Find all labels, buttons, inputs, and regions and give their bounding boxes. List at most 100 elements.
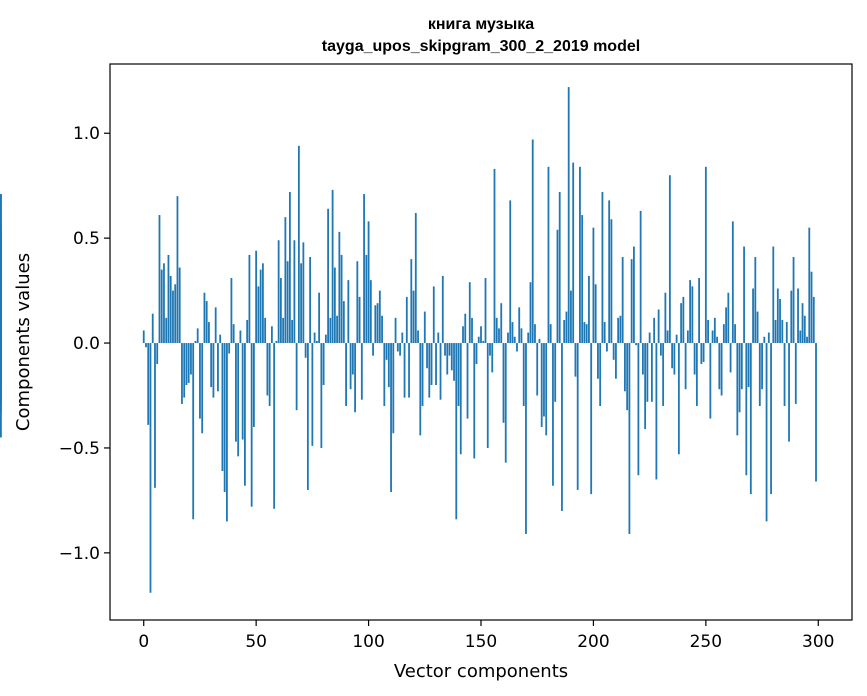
bar bbox=[716, 336, 718, 344]
bar bbox=[657, 309, 660, 344]
bar bbox=[606, 343, 608, 352]
bar bbox=[262, 263, 264, 344]
bar bbox=[711, 330, 714, 344]
bar bbox=[466, 343, 469, 419]
y-tick-label: −0.5 bbox=[59, 439, 100, 459]
bar bbox=[788, 343, 790, 442]
bar bbox=[149, 343, 152, 593]
bar bbox=[765, 343, 768, 522]
bar bbox=[507, 332, 509, 344]
bar bbox=[662, 343, 665, 406]
bar bbox=[259, 269, 262, 344]
bar bbox=[167, 254, 170, 344]
bar bbox=[482, 340, 485, 344]
bar bbox=[302, 242, 305, 344]
bar bbox=[217, 343, 219, 392]
bar bbox=[594, 284, 597, 344]
bar bbox=[453, 343, 455, 381]
bar bbox=[516, 343, 518, 352]
bar bbox=[459, 343, 462, 455]
bar bbox=[473, 343, 476, 459]
bar bbox=[363, 194, 365, 344]
bar bbox=[758, 343, 761, 406]
bar bbox=[201, 343, 204, 434]
bar bbox=[471, 317, 473, 344]
bar bbox=[435, 343, 437, 386]
bar bbox=[617, 317, 620, 344]
bar bbox=[603, 322, 606, 344]
bar bbox=[223, 343, 226, 493]
bar bbox=[288, 191, 291, 344]
bar bbox=[244, 343, 246, 486]
bar bbox=[673, 343, 676, 375]
bar bbox=[695, 343, 698, 406]
bar bbox=[707, 319, 709, 344]
bar bbox=[659, 343, 662, 356]
bar bbox=[192, 343, 195, 520]
bar bbox=[210, 343, 213, 388]
bar bbox=[601, 191, 604, 344]
bar bbox=[270, 326, 273, 344]
bar bbox=[624, 343, 626, 392]
bar bbox=[637, 343, 640, 476]
x-axis-ticks: 0 50 100 150 200 250 300 bbox=[138, 620, 834, 652]
x-tick-label: 100 bbox=[352, 632, 384, 652]
bar bbox=[275, 340, 278, 344]
bar bbox=[284, 217, 287, 344]
bar bbox=[774, 319, 777, 344]
bar bbox=[801, 303, 804, 344]
bar bbox=[176, 196, 179, 344]
bar bbox=[378, 290, 381, 344]
bar bbox=[599, 343, 602, 406]
x-axis-label: Vector components bbox=[394, 661, 568, 682]
bar bbox=[338, 231, 341, 344]
bar bbox=[574, 343, 577, 377]
bar bbox=[394, 317, 397, 344]
bar bbox=[675, 334, 678, 344]
bar bbox=[419, 343, 422, 436]
bar bbox=[158, 215, 161, 344]
bar bbox=[279, 278, 282, 344]
bar bbox=[329, 317, 332, 344]
bar bbox=[232, 324, 235, 344]
x-tick-label: 200 bbox=[577, 632, 609, 652]
bar bbox=[513, 336, 516, 344]
bar bbox=[293, 240, 296, 344]
bar bbox=[664, 292, 667, 344]
bar bbox=[430, 343, 433, 386]
bar bbox=[731, 221, 734, 344]
bar bbox=[221, 343, 224, 472]
bar bbox=[619, 315, 622, 344]
bar bbox=[522, 343, 525, 406]
bar bbox=[484, 278, 487, 344]
bar bbox=[311, 343, 314, 446]
bar bbox=[264, 317, 267, 344]
bar bbox=[810, 271, 813, 344]
bar bbox=[543, 343, 545, 417]
bar bbox=[165, 317, 168, 344]
bar bbox=[187, 343, 190, 383]
bar bbox=[812, 296, 815, 344]
bar bbox=[239, 330, 242, 344]
bar bbox=[729, 343, 732, 373]
bar bbox=[567, 87, 570, 344]
bar bbox=[495, 317, 498, 344]
bar bbox=[347, 280, 350, 344]
bar bbox=[772, 246, 775, 344]
bar bbox=[169, 275, 172, 344]
bar bbox=[396, 343, 399, 352]
bar bbox=[563, 319, 566, 344]
bar bbox=[767, 332, 770, 344]
bar bbox=[196, 328, 199, 344]
bar bbox=[327, 208, 329, 344]
bar bbox=[392, 343, 395, 434]
bar bbox=[529, 282, 532, 344]
bar bbox=[437, 332, 440, 344]
bar bbox=[426, 343, 428, 369]
bar bbox=[248, 254, 251, 344]
bar bbox=[462, 326, 464, 344]
bar bbox=[230, 278, 233, 344]
bar bbox=[633, 246, 635, 344]
bar bbox=[615, 343, 617, 379]
